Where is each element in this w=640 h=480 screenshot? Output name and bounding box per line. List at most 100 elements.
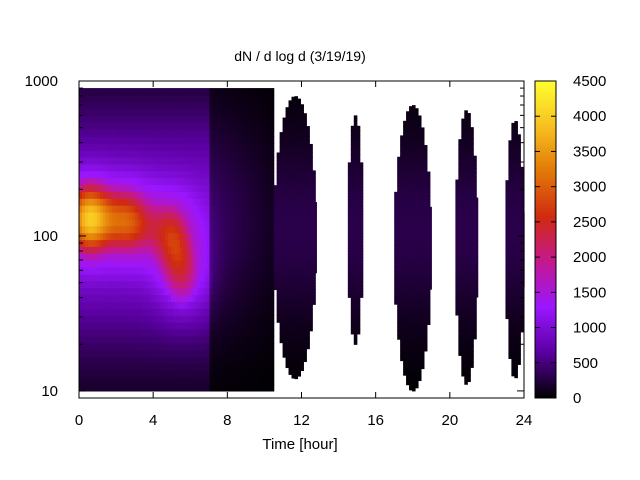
heatmap-cell xyxy=(248,267,252,275)
heatmap-cell xyxy=(114,246,119,254)
heatmap-cell xyxy=(194,384,199,392)
heatmap-cell xyxy=(511,180,515,187)
heatmap-cell xyxy=(426,261,431,266)
heatmap-cell xyxy=(520,249,524,254)
heatmap-cell xyxy=(206,342,211,351)
heatmap-cell xyxy=(426,258,431,263)
heatmap-cell xyxy=(423,229,428,235)
heatmap-cell xyxy=(414,254,419,262)
heatmap-cell xyxy=(347,285,352,289)
heatmap-cell xyxy=(403,357,407,365)
heatmap-cell xyxy=(203,136,208,144)
heatmap-cell xyxy=(150,239,154,247)
heatmap-cell xyxy=(188,136,193,144)
heatmap-cell xyxy=(356,286,361,292)
heatmap-cell xyxy=(108,342,113,351)
heatmap-cell xyxy=(248,150,252,158)
heatmap-cell xyxy=(162,384,166,392)
heatmap-cell xyxy=(230,363,234,371)
heatmap-cell xyxy=(191,253,196,261)
heatmap-cell xyxy=(215,94,220,103)
heatmap-cell xyxy=(273,270,278,274)
heatmap-cell xyxy=(84,287,89,296)
heatmap-cell xyxy=(206,218,211,227)
heatmap-cell xyxy=(353,235,358,241)
heatmap-cell xyxy=(248,94,252,103)
heatmap-cell xyxy=(111,205,116,213)
heatmap-cell xyxy=(111,143,116,151)
heatmap-cell xyxy=(230,122,234,130)
heatmap-cell xyxy=(476,254,479,257)
heatmap-cell xyxy=(200,218,205,227)
heatmap-cell xyxy=(403,334,407,342)
heatmap-cell xyxy=(159,88,163,96)
heatmap-cell xyxy=(508,184,512,191)
heatmap-cell xyxy=(273,251,278,255)
heatmap-cell xyxy=(294,224,299,232)
heatmap-cell xyxy=(236,280,240,289)
heatmap-cell xyxy=(102,184,107,192)
heatmap-cell xyxy=(150,115,154,124)
heatmap-cell xyxy=(285,260,290,268)
heatmap-cell xyxy=(233,184,237,192)
heatmap-cell xyxy=(315,246,317,250)
heatmap-cell xyxy=(90,301,95,309)
heatmap-cell xyxy=(114,191,119,199)
heatmap-cell xyxy=(111,315,116,323)
heatmap-cell xyxy=(96,143,101,151)
heatmap-cell xyxy=(476,211,479,214)
heatmap-cell xyxy=(409,325,413,333)
heatmap-cell xyxy=(132,191,136,199)
heatmap-cell xyxy=(409,222,413,230)
heatmap-cell xyxy=(87,308,92,316)
heatmap-cell xyxy=(476,213,479,217)
heatmap-cell xyxy=(464,303,468,311)
heatmap-cell xyxy=(312,209,316,214)
heatmap-cell xyxy=(508,174,512,181)
heatmap-cell xyxy=(473,176,477,182)
heatmap-cell xyxy=(212,363,217,371)
heatmap-cell xyxy=(426,247,431,253)
heatmap-cell xyxy=(300,261,304,269)
heatmap-cell xyxy=(291,275,296,283)
heatmap-cell xyxy=(248,156,252,165)
heatmap-cell xyxy=(300,176,304,184)
heatmap-cell xyxy=(168,150,172,158)
heatmap-cell xyxy=(147,156,151,165)
heatmap-cell xyxy=(359,242,364,246)
heatmap-cell xyxy=(102,239,107,247)
heatmap-cell xyxy=(429,262,432,266)
heatmap-cell xyxy=(403,369,407,376)
heatmap-cell xyxy=(257,205,261,213)
heatmap-cell xyxy=(108,246,113,254)
heatmap-cell xyxy=(153,211,157,220)
heatmap-cell xyxy=(153,301,157,309)
heatmap-cell xyxy=(476,215,479,219)
heatmap-cell xyxy=(403,172,407,180)
heatmap-cell xyxy=(123,280,128,289)
heatmap-cell xyxy=(165,198,169,206)
heatmap-cell xyxy=(409,157,413,165)
heatmap-cell xyxy=(96,136,101,144)
heatmap-cell xyxy=(520,208,524,213)
heatmap-cell xyxy=(397,231,401,237)
heatmap-cell xyxy=(259,232,264,241)
heatmap-cell xyxy=(282,215,287,222)
heatmap-cell xyxy=(242,273,246,282)
heatmap-cell xyxy=(520,260,524,265)
heatmap-cell xyxy=(300,352,304,359)
heatmap-cell xyxy=(132,267,136,275)
heatmap-cell xyxy=(156,115,160,124)
heatmap-cell xyxy=(347,275,352,280)
heatmap-cell xyxy=(254,211,258,220)
heatmap-cell xyxy=(239,136,243,144)
heatmap-cell xyxy=(359,281,364,286)
heatmap-cell xyxy=(464,160,468,167)
heatmap-cell xyxy=(282,286,287,293)
heatmap-cell xyxy=(245,280,249,289)
heatmap-cell xyxy=(257,363,261,371)
heatmap-cell xyxy=(153,273,157,282)
heatmap-cell xyxy=(248,205,252,213)
heatmap-cell xyxy=(458,330,462,337)
heatmap-cell xyxy=(470,340,474,347)
